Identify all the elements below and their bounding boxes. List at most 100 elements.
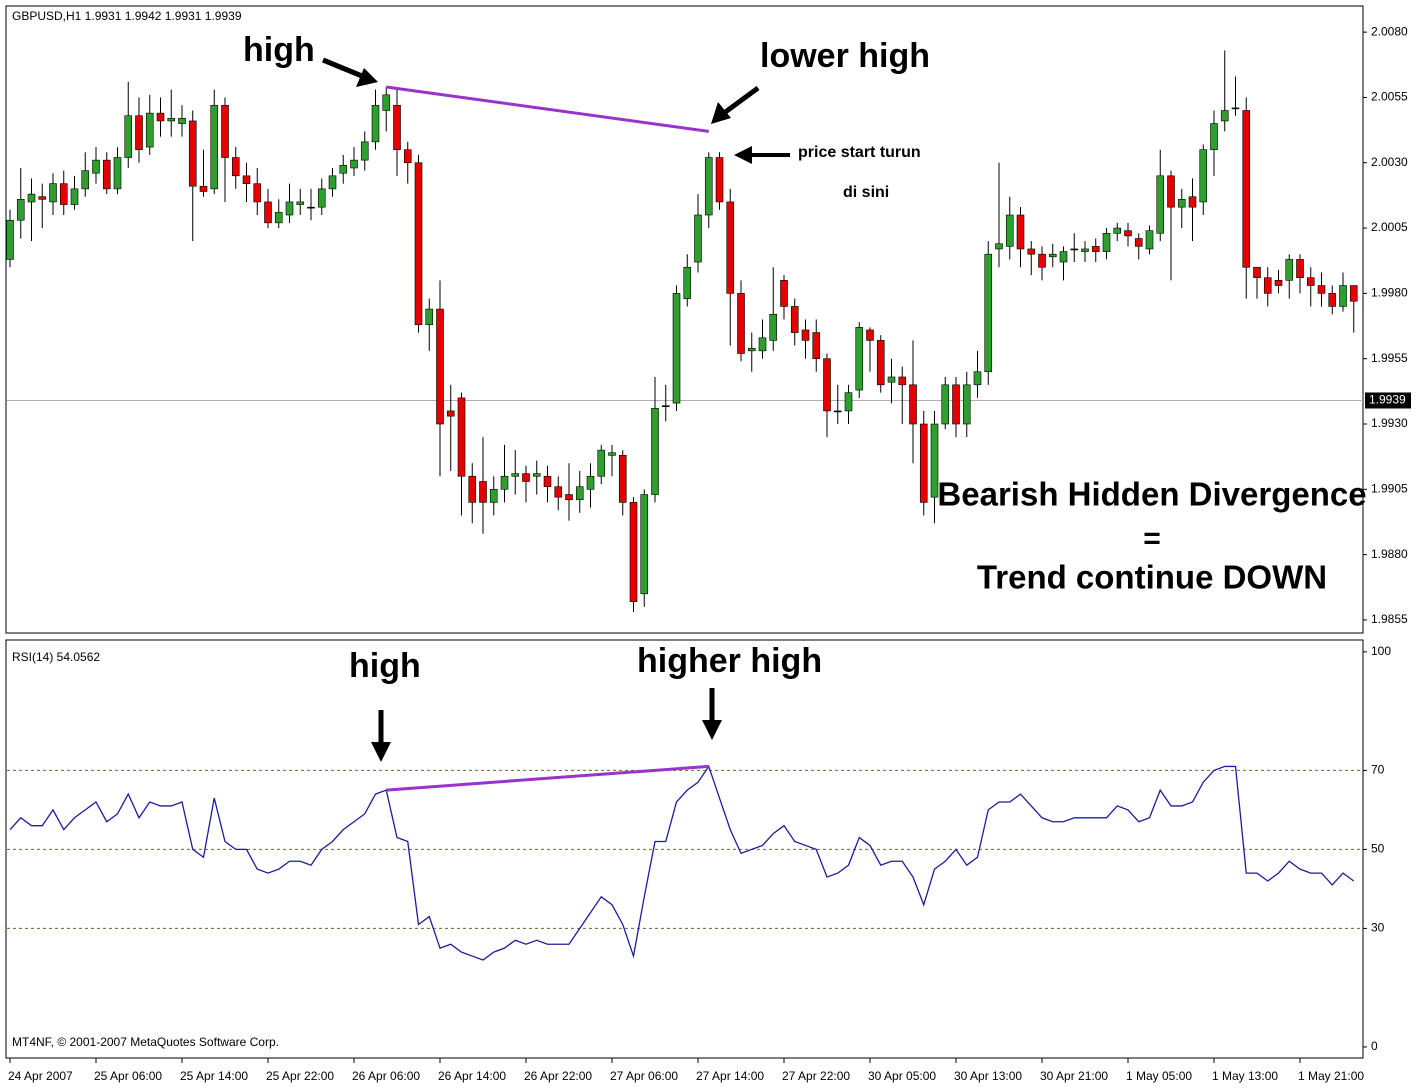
annotation: high [349, 647, 421, 685]
candle-body [554, 486, 563, 498]
candle-body [49, 183, 57, 203]
candle-body [414, 162, 423, 326]
candle-body [952, 384, 960, 425]
candle-body [102, 159, 111, 190]
candle-body [833, 410, 842, 413]
annotation: higher high [637, 642, 822, 680]
y-tick-label: 2.0055 [1371, 90, 1408, 104]
y-tick-label: 70 [1371, 763, 1385, 777]
candle-body [715, 157, 724, 203]
candle-body [704, 157, 713, 216]
candle-body [608, 452, 616, 456]
x-tick-label: 1 May 13:00 [1212, 1069, 1278, 1083]
candle-body [1285, 259, 1294, 281]
candle-body [887, 376, 896, 383]
candle-body [500, 475, 509, 490]
arrow [722, 85, 760, 116]
y-tick-label: 30 [1371, 921, 1385, 935]
candle-body [672, 293, 681, 404]
candle-body [38, 196, 47, 200]
arrow-head [702, 720, 722, 740]
candle-body [221, 104, 229, 158]
candle-body [1242, 110, 1251, 268]
candle-body [274, 212, 283, 224]
x-tick-label: 30 Apr 13:00 [954, 1069, 1022, 1083]
candle-body [328, 175, 337, 190]
candle-body [973, 371, 982, 386]
arrow-head [711, 102, 731, 124]
candle-body [199, 185, 208, 192]
candle-body [296, 201, 305, 205]
x-tick-label: 26 Apr 14:00 [438, 1069, 506, 1083]
x-tick-label: 27 Apr 06:00 [610, 1069, 678, 1083]
candle-body [70, 188, 79, 205]
candle-body [1349, 285, 1358, 302]
candle-body [403, 149, 412, 164]
candle-body [661, 405, 670, 408]
y-tick-label: 2.0080 [1371, 24, 1408, 38]
y-tick-label: 100 [1371, 644, 1391, 658]
candle-body [1188, 196, 1197, 208]
candle-body [135, 115, 143, 150]
x-tick-label: 26 Apr 22:00 [524, 1069, 592, 1083]
last-price-box [1365, 392, 1411, 409]
candle-body [780, 280, 788, 307]
candle-body [941, 384, 950, 425]
candle-body [618, 455, 627, 503]
candle-body [242, 175, 251, 184]
candle-body [360, 141, 369, 161]
candle-body [801, 329, 810, 341]
candle-body [1038, 253, 1046, 268]
candle-body [124, 115, 133, 158]
y-tick-label: 1.9980 [1371, 286, 1408, 300]
arrow-head [356, 68, 378, 87]
x-tick-label: 27 Apr 22:00 [782, 1069, 850, 1083]
candle-body [468, 475, 477, 503]
x-tick-label: 25 Apr 06:00 [94, 1069, 162, 1083]
annotation: high [243, 31, 315, 69]
candle-body [1306, 277, 1315, 286]
candle-body [307, 206, 315, 209]
candle-body [597, 449, 606, 477]
candle-body [694, 214, 702, 263]
x-tick-label: 24 Apr 2007 [8, 1069, 73, 1083]
arrow [322, 57, 363, 79]
candle-body [898, 376, 907, 386]
candle-body [446, 410, 455, 417]
candle-body [6, 219, 14, 260]
candle-body [1048, 253, 1057, 258]
candle-body [425, 308, 434, 326]
last-price-label: 1.9939 [1369, 393, 1406, 407]
y-tick-label: 2.0030 [1371, 155, 1408, 169]
candle-body [350, 159, 358, 169]
candle-body [876, 340, 885, 386]
candle-body [1016, 214, 1025, 250]
candle-body [1027, 248, 1036, 255]
candle-body [1134, 238, 1143, 247]
candle-body [253, 183, 262, 203]
candle-body [543, 475, 552, 487]
trendline [386, 764, 709, 792]
candle-body [866, 329, 874, 341]
candle-body [823, 358, 831, 412]
candle-body [1124, 230, 1132, 237]
candle-body [231, 157, 240, 177]
candle-body [565, 494, 573, 501]
y-tick-label: 50 [1371, 842, 1385, 856]
annotation: = [1143, 522, 1161, 555]
candle-body [81, 170, 90, 190]
candle-body [651, 408, 659, 495]
annotation: Trend continue DOWN [977, 559, 1327, 596]
candle-body [264, 201, 272, 224]
candle-body [167, 118, 176, 122]
y-tick-label: 1.9855 [1371, 612, 1408, 626]
candle-body [113, 157, 122, 190]
candle-body [683, 266, 692, 299]
candle-body [737, 293, 745, 354]
candle-body [919, 423, 928, 503]
candle-body [522, 473, 530, 482]
trendline [386, 85, 709, 133]
candle-body [457, 397, 466, 477]
candle-body [640, 494, 649, 595]
candle-body [210, 104, 219, 190]
